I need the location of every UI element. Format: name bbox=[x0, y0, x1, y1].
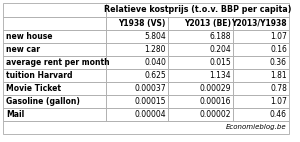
Text: 0.204: 0.204 bbox=[209, 45, 231, 54]
Text: Movie Ticket: Movie Ticket bbox=[6, 84, 61, 93]
Text: 0.46: 0.46 bbox=[270, 110, 287, 119]
Text: 0.00037: 0.00037 bbox=[134, 84, 166, 93]
Bar bbox=[168, 69, 233, 82]
Bar bbox=[233, 30, 289, 43]
Text: 0.78: 0.78 bbox=[270, 84, 287, 93]
Bar bbox=[233, 95, 289, 108]
Bar bbox=[3, 17, 106, 30]
Bar bbox=[3, 69, 106, 82]
Text: Economieblog.be: Economieblog.be bbox=[225, 125, 286, 130]
Bar bbox=[3, 95, 106, 108]
Text: 0.00002: 0.00002 bbox=[200, 110, 231, 119]
Bar bbox=[168, 108, 233, 121]
Text: Y1938 (VS): Y1938 (VS) bbox=[118, 19, 166, 28]
Text: new car: new car bbox=[6, 45, 40, 54]
Bar bbox=[3, 121, 289, 134]
Text: average rent per month: average rent per month bbox=[6, 58, 109, 67]
Text: 0.00004: 0.00004 bbox=[134, 110, 166, 119]
Text: 0.625: 0.625 bbox=[144, 71, 166, 80]
Bar bbox=[106, 30, 168, 43]
Bar bbox=[3, 3, 106, 17]
Bar bbox=[168, 56, 233, 69]
Bar bbox=[106, 69, 168, 82]
Text: 1.07: 1.07 bbox=[270, 97, 287, 106]
Bar bbox=[233, 43, 289, 56]
Text: Gasoline (gallon): Gasoline (gallon) bbox=[6, 97, 80, 106]
Text: 0.040: 0.040 bbox=[144, 58, 166, 67]
Bar bbox=[233, 82, 289, 95]
Bar bbox=[168, 95, 233, 108]
Text: 6.188: 6.188 bbox=[209, 32, 231, 41]
Bar bbox=[106, 3, 289, 17]
Bar bbox=[233, 56, 289, 69]
Text: 0.00029: 0.00029 bbox=[200, 84, 231, 93]
Text: tuition Harvard: tuition Harvard bbox=[6, 71, 73, 80]
Text: 0.00015: 0.00015 bbox=[134, 97, 166, 106]
Text: Y2013/Y1938: Y2013/Y1938 bbox=[231, 19, 287, 28]
Text: 1.07: 1.07 bbox=[270, 32, 287, 41]
Bar bbox=[233, 108, 289, 121]
Bar bbox=[3, 56, 106, 69]
Bar bbox=[106, 108, 168, 121]
Text: 0.015: 0.015 bbox=[209, 58, 231, 67]
Bar bbox=[233, 69, 289, 82]
Bar bbox=[168, 17, 233, 30]
Bar bbox=[106, 56, 168, 69]
Bar bbox=[3, 82, 106, 95]
Bar bbox=[106, 43, 168, 56]
Bar bbox=[168, 82, 233, 95]
Bar bbox=[3, 108, 106, 121]
Text: Mail: Mail bbox=[6, 110, 24, 119]
Text: 0.00016: 0.00016 bbox=[200, 97, 231, 106]
Text: 1.134: 1.134 bbox=[209, 71, 231, 80]
Text: Relatieve kostprijs (t.o.v. BBP per capita): Relatieve kostprijs (t.o.v. BBP per capi… bbox=[104, 6, 291, 14]
Text: 1.280: 1.280 bbox=[145, 45, 166, 54]
Text: 1.81: 1.81 bbox=[270, 71, 287, 80]
Bar bbox=[106, 95, 168, 108]
Bar bbox=[168, 43, 233, 56]
Text: Y2013 (BE): Y2013 (BE) bbox=[184, 19, 231, 28]
Bar bbox=[3, 43, 106, 56]
Bar bbox=[106, 17, 168, 30]
Text: new house: new house bbox=[6, 32, 52, 41]
Text: 0.36: 0.36 bbox=[270, 58, 287, 67]
Text: 5.804: 5.804 bbox=[144, 32, 166, 41]
Bar bbox=[106, 82, 168, 95]
Text: 0.16: 0.16 bbox=[270, 45, 287, 54]
Bar bbox=[233, 17, 289, 30]
Bar bbox=[168, 30, 233, 43]
Bar bbox=[3, 30, 106, 43]
